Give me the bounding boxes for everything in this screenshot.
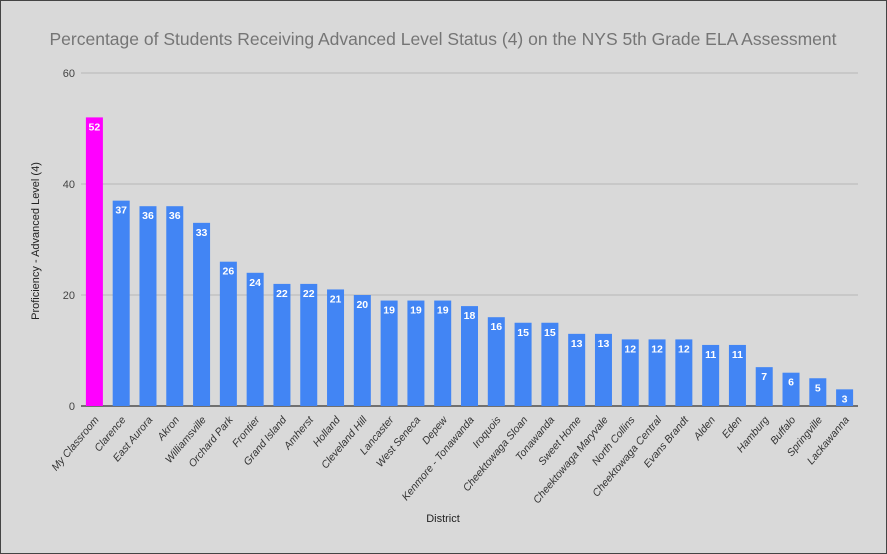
bar[interactable] [621,339,639,406]
y-tick-label: 60 [63,68,75,80]
y-tick-label: 0 [69,401,75,413]
data-label: 18 [464,310,476,322]
bar[interactable] [246,272,264,406]
data-label: 15 [544,327,556,339]
bar[interactable] [675,339,693,406]
category-label: Eden [720,414,745,441]
bar[interactable] [139,206,157,406]
y-tick-label: 20 [63,290,75,302]
data-label: 22 [276,288,288,300]
data-label: 26 [223,266,235,278]
bar[interactable] [193,222,211,406]
data-label: 22 [303,288,315,300]
bar[interactable] [166,206,184,406]
bar[interactable] [782,372,800,406]
data-label: 52 [89,121,101,133]
bar[interactable] [728,344,746,406]
bar[interactable] [219,261,237,406]
data-label: 33 [196,227,208,239]
y-tick-label: 40 [63,179,75,191]
data-label: 3 [842,393,848,405]
bar[interactable] [836,389,854,406]
chart-title: Percentage of Students Receiving Advance… [50,29,837,49]
data-label: 36 [169,210,181,222]
bar[interactable] [434,300,452,406]
data-label: 16 [490,321,502,333]
bar[interactable] [112,200,130,406]
bar[interactable] [594,333,612,406]
y-axis-label: Proficiency - Advanced Level (4) [30,162,42,320]
bar[interactable] [541,322,559,406]
data-label: 11 [705,349,716,361]
bar[interactable] [702,344,720,406]
data-label: 6 [788,377,794,389]
bar[interactable] [487,317,505,406]
bar[interactable] [300,283,318,406]
data-label: 12 [651,343,663,355]
data-label: 19 [383,305,395,317]
bar[interactable] [568,333,586,406]
bar[interactable] [755,367,773,406]
data-label: 36 [142,210,154,222]
bar[interactable] [648,339,666,406]
data-label: 5 [815,382,821,394]
bar[interactable] [273,283,291,406]
data-label: 37 [115,205,127,217]
bar[interactable] [380,300,398,406]
data-label: 19 [437,305,449,317]
data-label: 15 [517,327,529,339]
data-label: 20 [356,299,368,311]
bar[interactable] [514,322,532,406]
x-axis-label: District [426,513,460,525]
bar[interactable] [85,117,103,407]
bar[interactable] [407,300,425,406]
data-label: 7 [761,371,767,383]
data-label: 24 [249,277,261,289]
category-label: Alden [691,414,718,443]
bar[interactable] [353,295,371,406]
data-label: 21 [330,293,342,305]
data-label: 13 [571,338,583,350]
bar[interactable] [327,289,345,406]
bar[interactable] [461,306,478,406]
data-label: 12 [624,343,636,355]
data-label: 12 [678,343,690,355]
data-label: 11 [732,349,743,361]
category-label: Amherst [281,413,317,452]
bar[interactable] [809,378,827,406]
data-label: 13 [598,338,610,350]
data-label: 19 [410,305,422,317]
